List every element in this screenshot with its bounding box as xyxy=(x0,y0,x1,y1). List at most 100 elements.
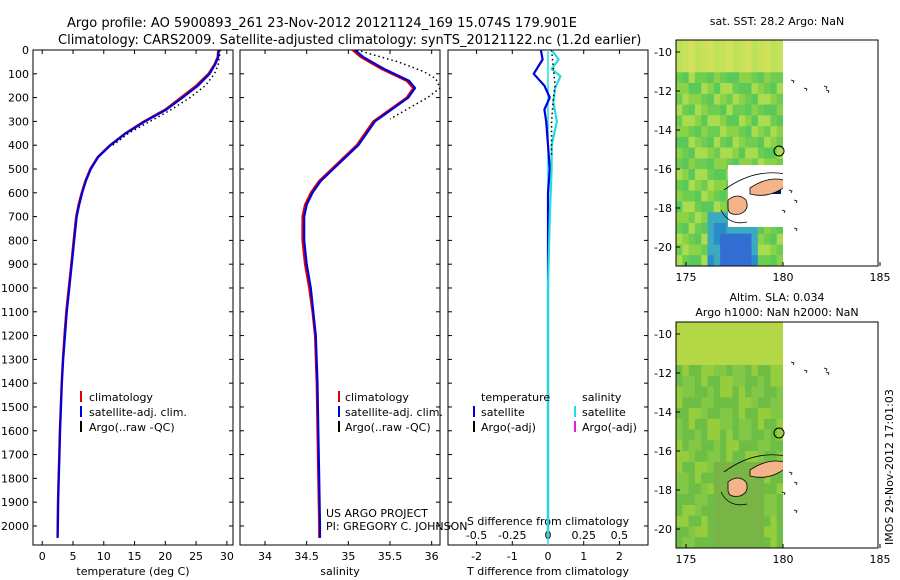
map-cell xyxy=(770,440,778,452)
map-cell xyxy=(726,83,734,95)
map-cell xyxy=(764,72,771,84)
map-cell xyxy=(776,472,784,485)
map-cell xyxy=(720,169,727,181)
x-tick-label: 10 xyxy=(97,550,111,563)
map-cell xyxy=(732,332,740,345)
legend-label-climatology: climatology xyxy=(89,391,153,404)
map-cell xyxy=(720,322,727,334)
x-tick-label: 30 xyxy=(220,550,234,563)
map-cell xyxy=(757,386,765,398)
map-y-tick-label: -14 xyxy=(654,124,672,137)
map-contour xyxy=(720,454,787,506)
x-tick-label: 36 xyxy=(425,550,439,563)
map-cell xyxy=(701,104,709,116)
map-cell xyxy=(745,375,753,388)
map-cell xyxy=(751,408,759,420)
map-cell xyxy=(682,418,690,431)
map-cell xyxy=(720,223,727,235)
y-tick-label: 1400 xyxy=(1,377,29,390)
map-y-tick-label: -20 xyxy=(654,523,672,536)
map-cell xyxy=(770,322,778,334)
map-cell xyxy=(776,537,784,548)
map-cell xyxy=(713,233,721,246)
map-cell xyxy=(738,451,746,463)
map-cell xyxy=(751,136,759,149)
map-cell xyxy=(701,115,709,127)
legend-label-climatology: climatology xyxy=(345,391,409,404)
map-cell xyxy=(738,136,746,149)
series-line-1 xyxy=(303,49,417,538)
map-cell xyxy=(764,40,771,52)
y-tick-label: 300 xyxy=(8,115,29,128)
x-tick-label: 0 xyxy=(545,550,552,563)
map-cell xyxy=(770,255,778,266)
plot-frame xyxy=(239,49,441,546)
map-cell xyxy=(732,397,740,409)
map-cell xyxy=(694,61,702,73)
map-cell xyxy=(770,50,778,63)
map-island xyxy=(727,477,748,497)
map-cell xyxy=(720,233,727,246)
map-islet xyxy=(788,189,793,194)
map-cell xyxy=(707,147,715,159)
map-cell xyxy=(757,158,765,170)
map-cell xyxy=(694,483,702,495)
map-cell xyxy=(713,343,721,355)
map-cell xyxy=(682,40,690,52)
map-cell xyxy=(726,537,734,548)
map-cell xyxy=(770,61,778,73)
map-cell xyxy=(682,365,690,377)
map-cell xyxy=(776,40,784,52)
map-cell xyxy=(676,526,683,538)
map-cell xyxy=(751,483,759,495)
map-cell xyxy=(726,429,734,441)
map-cell xyxy=(757,104,765,116)
map-cell xyxy=(776,505,784,517)
map-cell xyxy=(682,408,690,420)
series-line-2 xyxy=(356,49,441,120)
map-cell xyxy=(745,61,753,73)
map-cell xyxy=(688,505,696,517)
map-cell xyxy=(694,126,702,138)
map-cell xyxy=(676,223,683,235)
legend-swatch-climatology xyxy=(80,391,82,402)
map-cell xyxy=(682,115,690,127)
series-line-1 xyxy=(546,49,562,538)
map-cell xyxy=(732,440,740,452)
map-cell xyxy=(776,483,784,495)
map-y-tick-label: -12 xyxy=(654,367,672,380)
map-cell xyxy=(757,83,765,95)
map-cell xyxy=(688,255,696,266)
map-cell xyxy=(745,158,753,170)
map-cell xyxy=(720,440,727,452)
map-cell xyxy=(726,255,734,266)
map-cell xyxy=(732,375,740,388)
map-cell xyxy=(676,126,683,138)
map-cell xyxy=(738,233,746,246)
map-cell xyxy=(757,223,765,235)
map-cell xyxy=(751,158,759,170)
map-cell xyxy=(720,494,727,506)
map-cell xyxy=(726,61,734,73)
map-cell xyxy=(726,472,734,485)
map-cell xyxy=(720,93,727,106)
legend-swatch-climatology xyxy=(338,391,340,402)
map-cell xyxy=(688,472,696,485)
map-cell xyxy=(713,158,721,170)
map-cell xyxy=(764,223,771,235)
map-cell xyxy=(676,537,683,548)
map-cell xyxy=(738,472,746,485)
map-cell xyxy=(707,72,715,84)
map-cell xyxy=(694,322,702,334)
series-line-2 xyxy=(550,49,556,158)
x-axis-label: salinity xyxy=(320,565,360,578)
map-cell xyxy=(757,72,765,84)
x-tick-label: 2 xyxy=(616,550,623,563)
map-cell xyxy=(720,429,727,441)
map-cell xyxy=(713,61,721,73)
map-cell xyxy=(738,93,746,106)
map-cell xyxy=(751,50,759,63)
map-cell xyxy=(707,537,715,548)
map-islet xyxy=(781,491,786,496)
